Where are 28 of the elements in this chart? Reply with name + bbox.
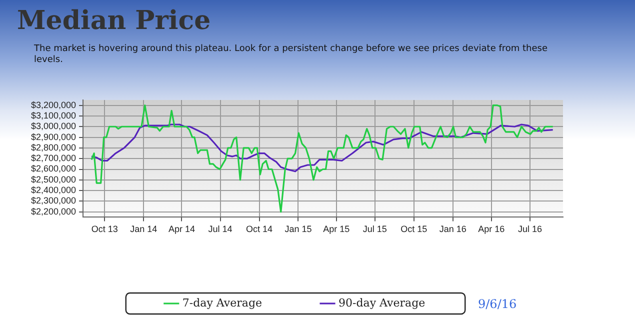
text: 9/6/16 bbox=[478, 297, 517, 311]
chart-title: Median Price bbox=[17, 6, 211, 36]
x-tick-label: Jul 15 bbox=[362, 224, 387, 234]
x-tick-label: Apr 15 bbox=[323, 224, 350, 234]
x-tick-label: Jul 16 bbox=[518, 224, 542, 234]
x-tick-label: Jan 16 bbox=[439, 224, 466, 234]
y-tick-label: $2,500,000 bbox=[30, 174, 76, 184]
y-tick-label: $2,800,000 bbox=[30, 142, 76, 152]
legend-label: 7-day Average bbox=[182, 296, 262, 310]
y-tick-label: $2,200,000 bbox=[30, 206, 76, 216]
y-tick-label: $2,300,000 bbox=[30, 196, 76, 206]
y-tick-label: $3,000,000 bbox=[30, 121, 76, 132]
y-tick-label: $2,700,000 bbox=[30, 153, 76, 164]
x-tick-label: Oct 15 bbox=[400, 224, 428, 234]
x-tick-label: Jan 14 bbox=[130, 224, 158, 234]
x-tick-label: Jul 14 bbox=[208, 224, 232, 234]
y-tick-label: $2,600,000 bbox=[30, 164, 76, 174]
x-tick-label: Jan 15 bbox=[284, 224, 312, 234]
x-tick-label: Apr 14 bbox=[168, 224, 196, 234]
y-tick-label: $3,100,000 bbox=[30, 110, 76, 120]
x-tick-label: Oct 13 bbox=[91, 224, 118, 234]
y-tick-label: $3,200,000 bbox=[30, 100, 76, 110]
legend-label: 90-day Average bbox=[338, 296, 426, 310]
x-tick-label: Apr 16 bbox=[478, 224, 505, 234]
chart-subtitle: The market is hovering around this plateau. Look for a persistent change before we see prices deviate from these levels. bbox=[34, 44, 549, 66]
y-tick-label: $2,900,000 bbox=[30, 132, 76, 142]
x-tick-label: Oct 14 bbox=[246, 224, 273, 234]
y-tick-label: $2,400,000 bbox=[30, 185, 76, 196]
